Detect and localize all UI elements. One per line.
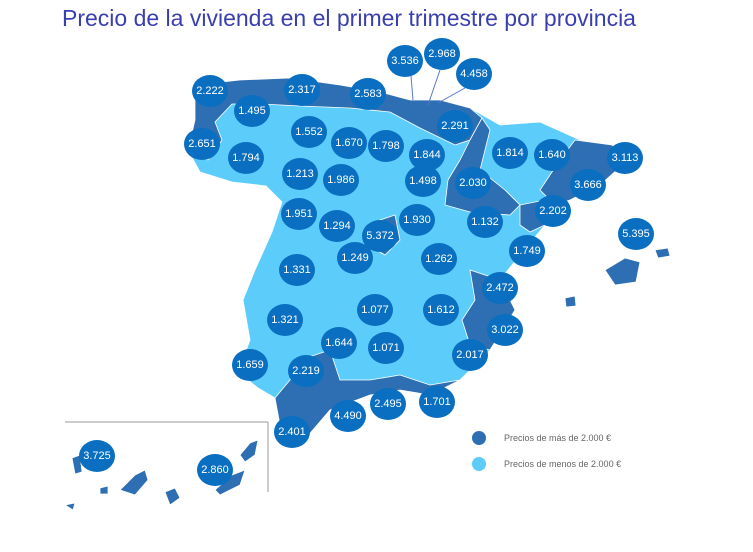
province-price-bubble: 2.968	[424, 38, 460, 70]
leader-line	[437, 87, 466, 104]
province-price-bubble: 1.670	[331, 127, 367, 159]
province-price-bubble: 2.219	[288, 355, 324, 387]
province-price-bubble: 2.030	[455, 167, 491, 199]
province-price-bubble: 1.749	[509, 235, 545, 267]
province-price-bubble: 1.071	[368, 332, 404, 364]
province-price-bubble: 2.017	[452, 339, 488, 371]
province-price-bubble: 3.725	[79, 440, 115, 472]
province-price-bubble: 2.202	[535, 195, 571, 227]
province-price-bubble: 1.844	[409, 139, 445, 171]
province-price-bubble: 2.860	[197, 454, 233, 486]
province-price-bubble: 2.401	[274, 416, 310, 448]
province-price-bubble: 1.321	[267, 304, 303, 336]
legend-dot-below	[472, 457, 486, 471]
province-price-bubble: 2.583	[350, 78, 386, 110]
province-price-bubble: 1.294	[319, 210, 355, 242]
legend-item-below: Precios de menos de 2.000 €	[472, 457, 621, 471]
leader-line	[427, 69, 441, 106]
province-price-bubble: 1.495	[234, 95, 270, 127]
region-canary-hierro	[63, 502, 76, 511]
province-price-bubble: 1.640	[534, 139, 570, 171]
province-price-bubble: 1.331	[279, 254, 315, 286]
map-title: Precio de la vivienda en el primer trime…	[62, 5, 636, 31]
province-price-bubble: 1.644	[321, 327, 357, 359]
legend-label-below: Precios de menos de 2.000 €	[504, 459, 622, 469]
province-price-bubble: 2.495	[370, 388, 406, 420]
province-price-bubble: 1.986	[323, 164, 359, 196]
province-price-bubble: 1.552	[291, 116, 327, 148]
province-price-bubble: 2.222	[192, 75, 228, 107]
province-price-bubble: 1.213	[282, 158, 318, 190]
legend-dot-above	[472, 431, 486, 445]
region-canary-gomera	[99, 485, 109, 495]
province-price-bubble: 1.612	[423, 294, 459, 326]
province-price-bubble: 3.536	[387, 45, 423, 77]
region-canary-gran-canaria	[164, 487, 181, 506]
province-price-bubble: 1.077	[357, 294, 393, 326]
province-price-bubble: 1.498	[405, 165, 441, 197]
province-price-bubble: 3.022	[487, 314, 523, 346]
region-canary-lanzarote	[239, 439, 259, 463]
province-price-bubble: 5.395	[618, 218, 654, 250]
province-price-bubble: 2.651	[184, 128, 220, 160]
province-price-bubble: 4.490	[330, 400, 366, 432]
region-canary-tenerife	[119, 469, 149, 496]
legend-item-above: Precios de más de 2.000 €	[472, 431, 611, 445]
region-baleares-menorca	[654, 247, 671, 259]
leader-line	[410, 75, 414, 101]
province-price-bubble: 1.249	[337, 242, 373, 274]
legend-label-above: Precios de más de 2.000 €	[504, 433, 612, 443]
province-price-bubble: 1.132	[467, 206, 503, 238]
province-price-bubble: 1.930	[399, 204, 435, 236]
province-price-bubble: 1.814	[492, 137, 528, 169]
region-baleares-mallorca	[604, 257, 641, 286]
province-price-bubble: 3.113	[607, 142, 643, 174]
province-price-bubble: 1.951	[281, 198, 317, 230]
province-price-bubble: 1.659	[232, 349, 268, 381]
province-price-bubble: 1.798	[368, 130, 404, 162]
province-price-bubble: 1.794	[228, 142, 264, 174]
province-price-bubble: 2.472	[482, 272, 518, 304]
province-price-bubble: 2.291	[437, 110, 473, 142]
province-price-bubble: 1.701	[419, 386, 455, 418]
province-price-bubble: 1.262	[421, 243, 457, 275]
province-price-bubble: 2.317	[284, 74, 320, 106]
province-price-bubble: 4.458	[456, 58, 492, 90]
province-price-bubble: 3.666	[570, 169, 606, 201]
region-baleares-ibiza	[564, 295, 577, 308]
